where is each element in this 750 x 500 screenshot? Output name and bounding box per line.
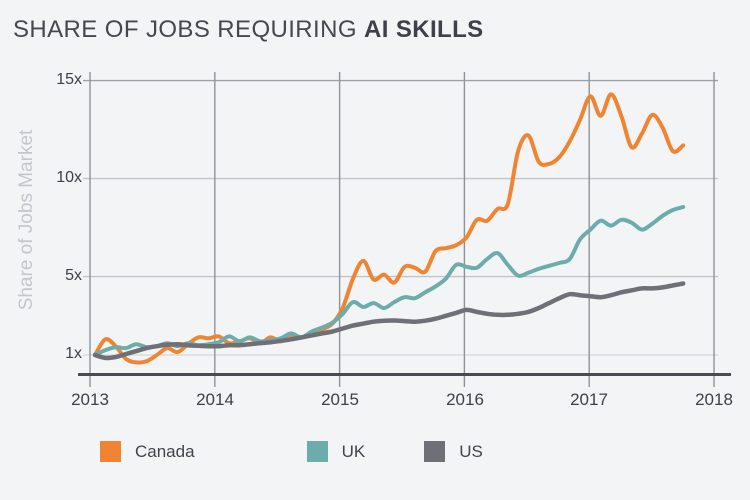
horizontal-gridlines xyxy=(83,79,718,356)
uk-swatch-icon xyxy=(306,441,328,462)
us-line xyxy=(92,281,686,361)
x-tick-label-2014: 2014 xyxy=(196,390,234,409)
x-tick-label-2018: 2018 xyxy=(695,390,733,409)
chart-title-emphasis: AI SKILLS xyxy=(363,16,484,43)
x-tick-label-2017: 2017 xyxy=(570,390,608,409)
y-tick-label-15x: 15x xyxy=(56,71,82,88)
y-tick-label-1x: 1x xyxy=(65,345,82,362)
legend-item-uk: UK xyxy=(306,441,366,462)
x-tick-label-2015: 2015 xyxy=(321,390,359,409)
x-tick-label-2013: 2013 xyxy=(71,390,109,409)
chart-title: SHARE OF JOBS REQUIRING AI SKILLS xyxy=(13,16,484,44)
canada-swatch-icon xyxy=(100,441,121,462)
legend-item-canada: Canada xyxy=(100,441,195,462)
y-tick-label-5x: 5x xyxy=(65,267,82,284)
legend-label-us: US xyxy=(459,441,483,461)
x-tick-label-2016: 2016 xyxy=(446,390,484,409)
y-tick-label-10x: 10x xyxy=(56,169,82,186)
chart-title-prefix: SHARE OF JOBS REQUIRING xyxy=(13,16,364,43)
series-lines xyxy=(92,92,686,365)
canada-line xyxy=(93,92,686,365)
legend-label-canada: Canada xyxy=(135,441,195,461)
legend: Canada UK US xyxy=(100,441,483,462)
us-swatch-icon xyxy=(424,441,446,462)
legend-item-us: US xyxy=(424,441,483,462)
legend-label-uk: UK xyxy=(341,441,366,461)
